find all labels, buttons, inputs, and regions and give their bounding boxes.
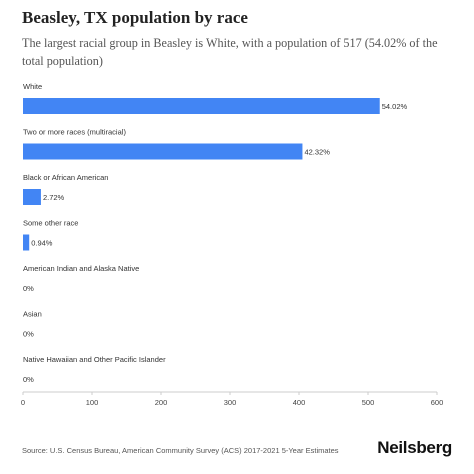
- value-label: 0.94%: [31, 239, 53, 248]
- value-label: 2.72%: [43, 193, 65, 202]
- bar: [23, 234, 30, 251]
- category-label: American Indian and Alaska Native: [23, 264, 139, 273]
- value-label: 42.32%: [304, 148, 330, 157]
- x-tick-label: 0: [21, 398, 25, 407]
- category-label: Native Hawaiian and Other Pacific Island…: [23, 355, 166, 364]
- category-label: Two or more races (multiracial): [23, 128, 126, 137]
- value-label: 0%: [23, 330, 34, 339]
- brand-logo: Neilsberg: [377, 438, 452, 457]
- value-label: 54.02%: [382, 102, 408, 111]
- value-label: 0%: [23, 284, 34, 293]
- x-tick-label: 500: [362, 398, 375, 407]
- x-tick-label: 600: [431, 398, 444, 407]
- category-label: White: [23, 82, 42, 91]
- x-tick-label: 300: [224, 398, 237, 407]
- chart-subtitle: The largest racial group in Beasley is W…: [22, 36, 438, 68]
- bar: [23, 189, 41, 205]
- x-tick-label: 400: [293, 398, 306, 407]
- value-label: 0%: [23, 375, 34, 384]
- chart-title: Beasley, TX population by race: [22, 8, 248, 27]
- x-tick-label: 200: [155, 398, 168, 407]
- category-label: Asian: [23, 310, 42, 319]
- category-label: Black or African American: [23, 173, 108, 182]
- category-label: Some other race: [23, 219, 78, 228]
- bar: [23, 143, 303, 160]
- bar: [23, 98, 380, 114]
- x-tick-label: 100: [86, 398, 99, 407]
- source-note: Source: U.S. Census Bureau, American Com…: [22, 446, 339, 455]
